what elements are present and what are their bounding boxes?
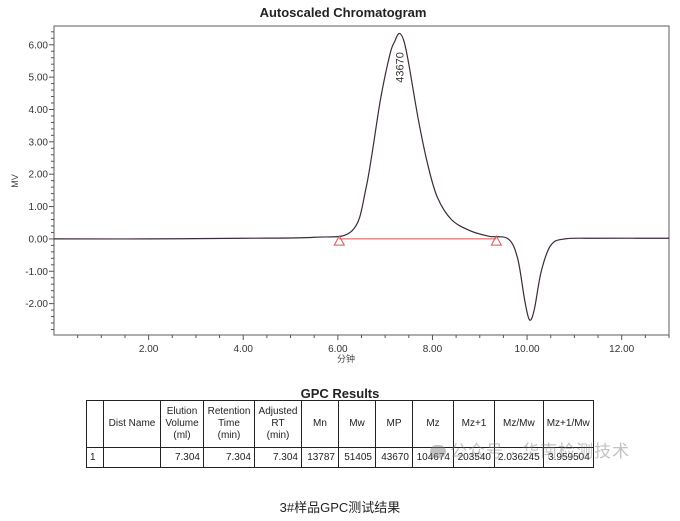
results-title: GPC Results — [300, 386, 380, 401]
peak-annotations: 43670 — [394, 52, 406, 83]
baseline-marker-icon — [490, 235, 503, 246]
figure-caption: 3#样品GPC测试结果 — [279, 500, 401, 515]
y-tick-label: 2.00 — [29, 170, 49, 181]
peak-label: 43670 — [394, 52, 406, 83]
col-retention-time: Retention Time (min) — [203, 400, 255, 448]
x-tick-label: 2.00 — [139, 344, 159, 355]
y-tick-label: -1.00 — [25, 267, 48, 278]
x-tick-label: 6.00 — [328, 344, 348, 355]
cell-elution-volume: 7.304 — [160, 447, 204, 468]
col-dist-name: Dist Name — [103, 400, 161, 448]
y-axis-label: MV — [10, 174, 20, 188]
cell-mz1-mw: 3.959504 — [542, 447, 594, 468]
y-tick-label: 0.00 — [29, 234, 49, 245]
y-tick-label: 5.00 — [29, 73, 49, 84]
cell-adjusted-rt: 7.304 — [254, 447, 302, 468]
baseline-markers — [333, 235, 503, 246]
chromatogram-line — [53, 32, 670, 321]
x-tick-label: 4.00 — [233, 344, 253, 355]
col-mn: Mn — [301, 400, 339, 448]
cell-mn: 13787 — [301, 447, 339, 468]
cell-mp: 43670 — [375, 447, 413, 468]
cell-retention-time: 7.304 — [203, 447, 255, 468]
y-axis: 6.00 5.00 4.00 3.00 2.00 1.00 0.00 -1.00 -2.00 — [25, 31, 54, 330]
x-tick-label: 12.00 — [609, 344, 634, 355]
table-row: 1 7.304 7.304 7.304 13787 51405 43670 10… — [86, 447, 594, 468]
y-tick-label: 6.00 — [29, 40, 49, 51]
cell-index: 1 — [86, 447, 104, 468]
table-header-row: Dist Name Elution Volume (ml) Retention … — [86, 400, 594, 448]
wechat-icon — [430, 445, 446, 458]
x-tick-label: 8.00 — [423, 344, 443, 355]
y-tick-label: 1.00 — [29, 202, 49, 213]
col-index — [86, 400, 104, 448]
cell-mz-mw: 2.036245 — [494, 447, 544, 468]
cell-mw: 51405 — [338, 447, 376, 468]
col-mw: Mw — [338, 400, 376, 448]
x-tick-label: 10.00 — [515, 344, 540, 355]
col-mz1: Mz+1 — [453, 400, 495, 448]
x-axis-label: 分钟 — [337, 353, 355, 364]
watermark: 公众号 · 华南检测技术 — [430, 437, 630, 462]
plot-frame — [53, 25, 670, 336]
col-adjusted-rt: Adjusted RT (min) — [254, 400, 302, 448]
y-tick-label: 3.00 — [29, 137, 49, 148]
series-layer — [53, 32, 670, 321]
y-tick-label: -2.00 — [25, 299, 48, 310]
chromatogram-chart: Autoscaled Chromatogram 6.00 5.00 4.00 3.00… — [10, 5, 670, 364]
x-axis: 2.00 4.00 6.00 8.00 10.00 12.00 — [77, 335, 670, 355]
cell-dist-name — [103, 447, 161, 468]
col-elution-volume: Elution Volume (ml) — [160, 400, 204, 448]
gpc-results-table: Dist Name Elution Volume (ml) Retention … — [86, 400, 594, 468]
baseline-marker-icon — [333, 235, 346, 246]
watermark-text: 公众号 · 华南检测技术 — [450, 442, 631, 461]
y-tick-label: 4.00 — [29, 105, 49, 116]
col-mp: MP — [375, 400, 413, 448]
col-mz-mw: Mz/Mw — [494, 400, 544, 448]
cell-mz1: 203540 — [453, 447, 495, 468]
chart-title: Autoscaled Chromatogram — [260, 5, 427, 20]
